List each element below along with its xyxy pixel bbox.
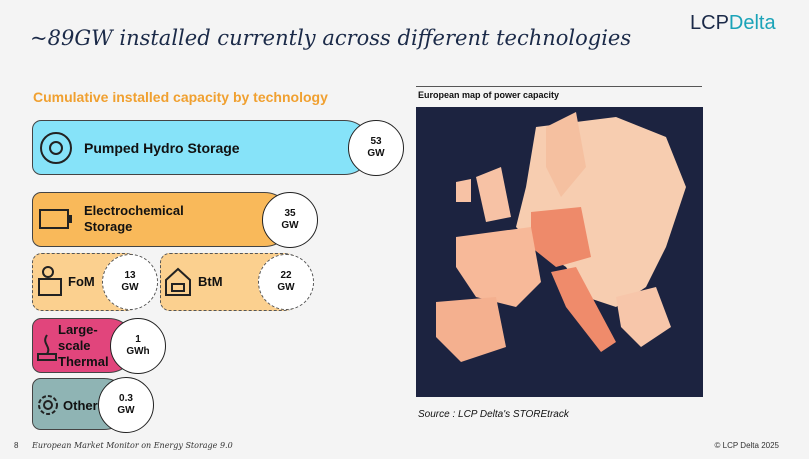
slide-title: ~89GW installed currently across differe…	[30, 26, 632, 50]
tech-label: Large-scale Thermal	[58, 322, 109, 369]
logo: LCPDelta	[690, 12, 776, 35]
tech-label: Pumped Hydro Storage	[84, 140, 240, 156]
divider	[416, 86, 702, 87]
unit: GWh	[126, 346, 150, 357]
copyright: © LCP Delta 2025	[714, 441, 779, 450]
value-circle: 0.3 GW	[98, 377, 154, 433]
icon	[38, 395, 58, 415]
map-source: Source : LCP Delta's STOREtrack	[418, 409, 569, 420]
value-circle: 22 GW	[258, 254, 314, 310]
page-number: 8	[14, 441, 19, 450]
icon	[37, 334, 57, 361]
value: 53	[370, 136, 382, 147]
icon	[38, 266, 62, 296]
unit: GW	[117, 405, 135, 416]
value-circle: 13 GW	[102, 254, 158, 310]
logo-part: LCP	[690, 12, 729, 34]
value: 35	[284, 208, 296, 219]
map-title: European map of power capacity	[418, 90, 560, 100]
icon	[39, 209, 72, 229]
tech-bar	[32, 120, 372, 175]
tech-label: BtM	[198, 274, 223, 289]
tech-label: FoM	[68, 274, 95, 289]
unit: GW	[281, 220, 299, 231]
value-circle: 53 GW	[348, 120, 404, 176]
icon	[165, 267, 191, 296]
map	[416, 107, 703, 397]
section-heading: Cumulative installed capacity by technol…	[33, 89, 328, 105]
unit: GW	[277, 282, 295, 293]
value-circle: 35 GW	[262, 192, 318, 248]
value: 22	[280, 270, 292, 281]
icon	[40, 132, 72, 164]
unit: GW	[121, 282, 139, 293]
value: 13	[124, 270, 136, 281]
publication: European Market Monitor on Energy Storag…	[32, 441, 233, 450]
value: 1	[135, 334, 141, 345]
value-circle: 1 GWh	[110, 318, 166, 374]
tech-label: Other	[63, 398, 98, 413]
tech-bar	[32, 192, 292, 247]
logo-part: Delta	[728, 12, 776, 34]
value: 0.3	[119, 393, 133, 404]
tech-label: Electrochemical Storage	[84, 203, 184, 234]
unit: GW	[367, 148, 385, 159]
